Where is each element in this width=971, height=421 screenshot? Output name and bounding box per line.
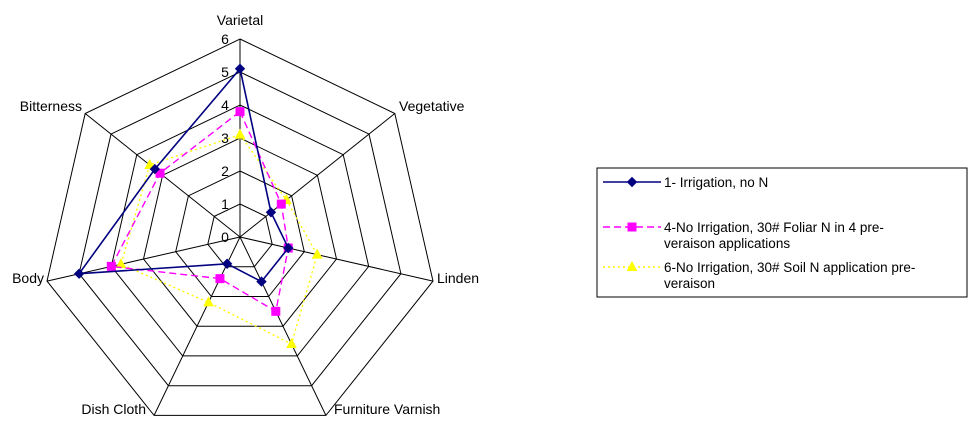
grid-spoke [239,113,396,238]
series-point [155,168,165,178]
series-point [286,337,297,349]
series-point [215,274,225,284]
axis-label: Vegetative [399,98,465,114]
axis-label: Bitterness [20,98,82,114]
grid-ring [78,71,402,387]
series-point [626,260,638,271]
tick-label: 4 [221,97,229,113]
axis-label: Linden [437,270,479,286]
series-point [626,176,638,188]
series-point [627,222,637,232]
series-line [110,110,290,313]
tick-label: 5 [221,64,229,80]
series-point [234,128,246,139]
series-point [276,199,286,209]
legend-label: 1- Irrigation, no N [664,175,768,190]
radar-labels: 0 1 2 3 4 5 6 Varietal Vegetative Linden Furniture… [12,12,479,417]
grid-ring [207,203,273,268]
tick-label: 3 [221,130,229,146]
series-point [311,248,323,259]
grid-ring [46,38,434,416]
series-line [77,66,290,283]
radar-grid [46,38,434,416]
series-point [221,258,233,269]
legend-label: veraison [664,276,715,291]
legend-box [596,167,968,298]
grid-spoke [239,236,434,282]
series-point [149,163,161,175]
tick-label: 6 [221,31,229,47]
axis-label: Furniture Varnish [334,401,440,417]
series-point [234,63,246,74]
radar-series [73,63,323,349]
grid-ring [142,137,338,327]
legend-label: 4-No Irrigation, 30# Foliar N in 4 pre- [664,220,884,235]
grid-ring [175,170,305,297]
series-point [106,261,116,271]
series-point [73,268,85,279]
axis-label: Varietal [217,12,263,28]
legend-label: veraison applications [664,236,790,251]
grid-ring [110,104,370,357]
tick-label: 1 [221,196,229,212]
axis-label: Body [12,270,44,286]
tick-label: 2 [221,163,229,179]
series-point [235,107,245,117]
series-point [271,306,281,316]
grid-spoke [239,236,327,416]
chart-legend: 1- Irrigation, no N 4-No Irrigation, 30# … [596,167,968,298]
series-point [283,242,294,254]
tick-label: 0 [221,229,229,245]
series-point [203,296,214,307]
axis-label: Dish Cloth [81,401,146,417]
series-point [256,276,267,287]
legend-label: 6-No Irrigation, 30# Soil N application … [664,260,915,275]
series-point [144,158,156,169]
series-point [265,207,277,218]
